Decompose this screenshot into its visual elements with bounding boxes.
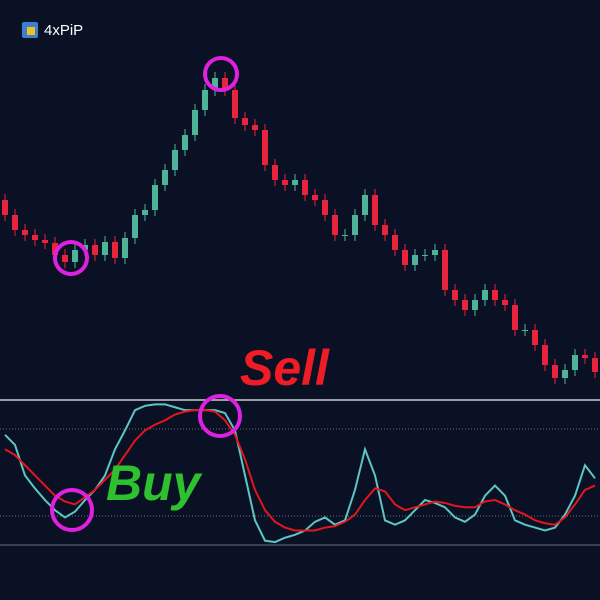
candle-body	[112, 242, 118, 258]
candle-body	[162, 170, 168, 185]
candle-body	[542, 345, 548, 365]
candle-body	[212, 78, 218, 90]
annotation: Sell	[240, 340, 330, 396]
candle-body	[362, 195, 368, 215]
candle-body	[432, 250, 438, 255]
candle-body	[92, 245, 98, 255]
candle-body	[102, 242, 108, 255]
candle-body	[72, 250, 78, 262]
candle-body	[332, 215, 338, 235]
candle-body	[32, 235, 38, 240]
highlight-circle	[53, 240, 89, 276]
candle-body	[502, 300, 508, 305]
candle-body	[372, 195, 378, 225]
plot: Sell Buy	[0, 56, 600, 546]
candle-body	[42, 240, 48, 243]
candle-body	[202, 90, 208, 110]
candle-body	[572, 355, 578, 370]
candle-body	[242, 118, 248, 125]
candle-body	[392, 235, 398, 250]
candle-body	[232, 90, 238, 118]
candle-body	[422, 255, 428, 256]
candle-body	[222, 78, 228, 90]
candle-body	[562, 370, 568, 378]
candle-body	[442, 250, 448, 290]
candle-body	[582, 355, 588, 358]
candle-body	[302, 180, 308, 195]
candle-body	[142, 210, 148, 215]
logo-icon-inner	[27, 27, 35, 35]
candle-body	[172, 150, 178, 170]
highlight-circle	[203, 56, 239, 92]
candle-body	[152, 185, 158, 210]
oscillator-line	[4, 409, 596, 532]
candle-body	[482, 290, 488, 300]
candle-body	[322, 200, 328, 215]
candle-body	[182, 135, 188, 150]
candle-body	[122, 238, 128, 258]
candle-body	[22, 230, 28, 235]
candle-body	[552, 365, 558, 378]
candle-body	[492, 290, 498, 300]
candle-body	[532, 330, 538, 345]
candle-body	[522, 330, 528, 331]
candle-body	[452, 290, 458, 300]
candle-body	[382, 225, 388, 235]
candle-body	[192, 110, 198, 135]
candle-body	[12, 215, 18, 230]
candle-body	[252, 125, 258, 130]
candle-body	[62, 255, 68, 262]
candle-body	[342, 235, 348, 236]
highlight-circle	[198, 394, 242, 438]
candle-body	[462, 300, 468, 310]
candle-body	[292, 180, 298, 185]
candle-body	[312, 195, 318, 200]
candle-body	[282, 180, 288, 185]
candle-body	[272, 165, 278, 180]
candle-body	[52, 243, 58, 255]
annotation: Buy	[106, 455, 203, 511]
candle-body	[472, 300, 478, 310]
brand: 4xPiP	[44, 22, 83, 39]
candle-body	[592, 358, 598, 372]
candle-body	[262, 130, 268, 165]
candle-body	[512, 305, 518, 330]
candle-body	[2, 200, 8, 215]
candle-body	[132, 215, 138, 238]
highlight-circle	[50, 488, 94, 532]
candle-body	[412, 255, 418, 265]
oscillator-line	[4, 403, 596, 544]
candle-body	[402, 250, 408, 265]
candle-body	[352, 215, 358, 235]
